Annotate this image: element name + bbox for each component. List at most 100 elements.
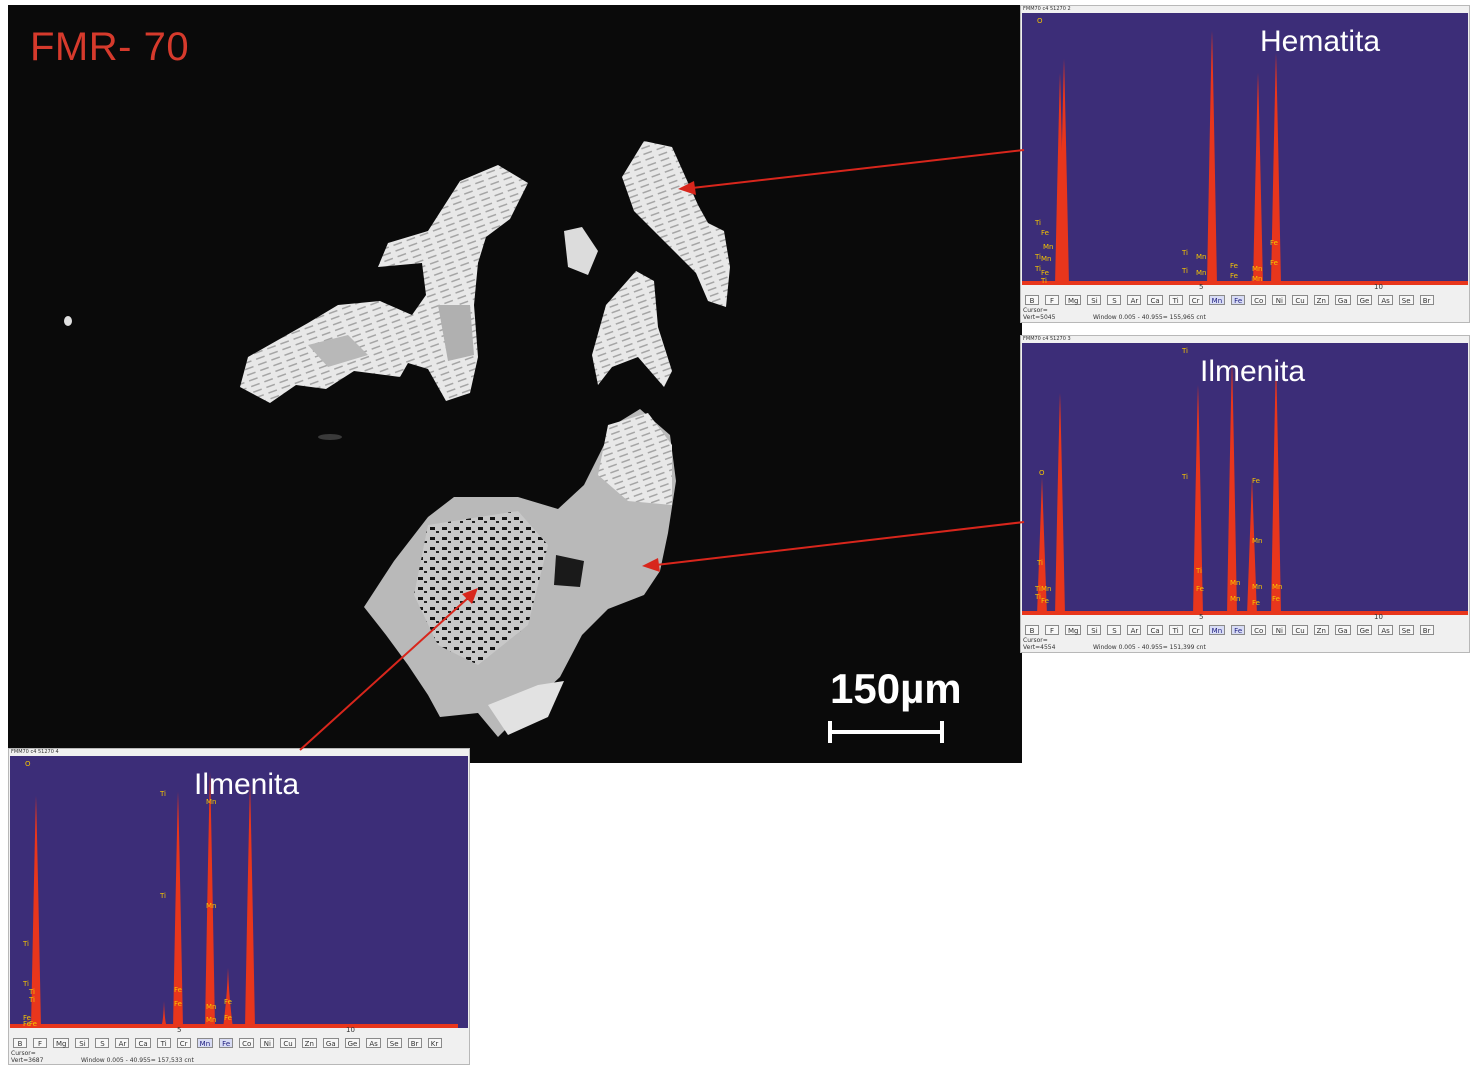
element-button-cr[interactable]: Cr [1188, 295, 1203, 305]
element-button-br[interactable]: Br [407, 1038, 422, 1048]
peak-label-fe: Fe [224, 998, 232, 1006]
peak-label-fe: Fe [174, 1000, 182, 1008]
element-button-se[interactable]: Se [386, 1038, 402, 1048]
peak-label-mn: Mn [1196, 253, 1206, 261]
spectrum-peak [1253, 73, 1263, 285]
element-button-ni[interactable]: Ni [1272, 295, 1287, 305]
element-button-ge[interactable]: Ge [344, 1038, 361, 1048]
element-button-mg[interactable]: Mg [53, 1038, 70, 1048]
element-button-si[interactable]: Si [75, 1038, 90, 1048]
element-button-as[interactable]: As [366, 1038, 381, 1048]
element-button-ca[interactable]: Ca [135, 1038, 151, 1048]
element-button-b[interactable]: B [1025, 625, 1039, 635]
element-button-kr[interactable]: Kr [427, 1038, 442, 1048]
spectrum-peak [1037, 275, 1047, 285]
element-button-mn[interactable]: Mn [1208, 625, 1226, 635]
peak-label-ti: Ti [22, 940, 29, 948]
element-button-ca[interactable]: Ca [1147, 295, 1163, 305]
vert-readout: Vert=5045 [1023, 314, 1056, 321]
element-button-ni[interactable]: Ni [1272, 625, 1287, 635]
peak-label-fe: Fe [1270, 259, 1278, 267]
element-button-fe[interactable]: Fe [219, 1038, 234, 1048]
peak-label-o: O [1037, 17, 1043, 25]
element-button-ti[interactable]: Ti [1168, 625, 1183, 635]
element-button-cu[interactable]: Cu [280, 1038, 296, 1048]
cursor-readout: Cursor= [11, 1050, 36, 1057]
element-button-s[interactable]: S [1107, 295, 1122, 305]
element-button-zn[interactable]: Zn [1313, 625, 1329, 635]
element-button-ga[interactable]: Ga [322, 1038, 339, 1048]
vert-readout: Vert=4554 [1023, 644, 1056, 651]
element-button-zn[interactable]: Zn [1313, 295, 1329, 305]
peak-label-mn: Mn [1272, 583, 1282, 591]
element-button-f[interactable]: F [1045, 295, 1059, 305]
element-button-ar[interactable]: Ar [115, 1038, 130, 1048]
element-button-ni[interactable]: Ni [260, 1038, 275, 1048]
element-button-ti[interactable]: Ti [156, 1038, 171, 1048]
spectrum-peak [1271, 361, 1281, 615]
peak-label-fe: Fe [1196, 585, 1204, 593]
element-button-ga[interactable]: Ga [1334, 625, 1351, 635]
peak-label-fe: Fe [1270, 239, 1278, 247]
tick-5: 5 [177, 1026, 182, 1034]
element-button-se[interactable]: Se [1398, 625, 1414, 635]
element-button-co[interactable]: Co [1251, 295, 1267, 305]
element-button-ar[interactable]: Ar [1127, 295, 1142, 305]
peak-label-mn: Mn [1041, 585, 1051, 593]
peak-label-ti: Ti [1195, 567, 1202, 575]
window-readout: Window 0.005 - 40.955= 157,533 cnt [81, 1057, 194, 1064]
element-button-b[interactable]: B [13, 1038, 27, 1048]
element-button-f[interactable]: F [33, 1038, 47, 1048]
peak-label-fe: Fe [1230, 272, 1238, 280]
peak-label-ti: Ti [1181, 267, 1188, 275]
spectrum-panel-ilmenita-right: FMM70 c4 51270 3 Ti O Ti Ti Ti Mn Ti Fe Ti Fe Fe Mn… [1020, 335, 1470, 653]
element-button-fe[interactable]: Fe [1231, 625, 1246, 635]
element-button-f[interactable]: F [1045, 625, 1059, 635]
peak-label-ti: Ti [28, 988, 35, 996]
element-button-cu[interactable]: Cu [1292, 625, 1308, 635]
element-button-fe[interactable]: Fe [1231, 295, 1246, 305]
element-button-b[interactable]: B [1025, 295, 1039, 305]
peak-label-fe: Fe [1041, 269, 1049, 277]
peak-label-ti: Ti [1034, 593, 1041, 601]
element-button-cr[interactable]: Cr [1188, 625, 1203, 635]
peak-label-mn: Mn [1252, 275, 1262, 283]
element-button-ar[interactable]: Ar [1127, 625, 1142, 635]
element-button-s[interactable]: S [1107, 625, 1122, 635]
element-button-mn[interactable]: Mn [196, 1038, 214, 1048]
element-button-mg[interactable]: Mg [1065, 295, 1082, 305]
element-button-ge[interactable]: Ge [1356, 625, 1373, 635]
tick-10: 10 [346, 1026, 355, 1034]
element-button-br[interactable]: Br [1419, 295, 1434, 305]
element-button-ca[interactable]: Ca [1147, 625, 1163, 635]
peak-label-mn: Mn [206, 798, 216, 806]
element-button-se[interactable]: Se [1398, 295, 1414, 305]
element-button-mg[interactable]: Mg [1065, 625, 1082, 635]
element-button-mn[interactable]: Mn [1208, 295, 1226, 305]
element-button-cr[interactable]: Cr [176, 1038, 191, 1048]
peak-label-fe: Fe [224, 1014, 232, 1022]
grain-upper-left [240, 165, 528, 403]
peak-label-mn: Mn [1043, 243, 1053, 251]
element-button-ga[interactable]: Ga [1334, 295, 1351, 305]
element-button-zn[interactable]: Zn [301, 1038, 317, 1048]
cursor-readout: Cursor= [1023, 637, 1048, 644]
element-button-si[interactable]: Si [1087, 625, 1102, 635]
element-button-si[interactable]: Si [1087, 295, 1102, 305]
element-button-co[interactable]: Co [239, 1038, 255, 1048]
spectrum-peak [1193, 385, 1203, 615]
spectrum-peak [1247, 477, 1257, 615]
element-button-s[interactable]: S [95, 1038, 110, 1048]
element-button-as[interactable]: As [1378, 295, 1393, 305]
element-button-cu[interactable]: Cu [1292, 295, 1308, 305]
element-button-br[interactable]: Br [1419, 625, 1434, 635]
element-button-ge[interactable]: Ge [1356, 295, 1373, 305]
peak-label-mn: Mn [1230, 579, 1240, 587]
peak-label-o: O [1039, 469, 1045, 477]
element-button-as[interactable]: As [1378, 625, 1393, 635]
element-button-ti[interactable]: Ti [1168, 295, 1183, 305]
spectrum-peak [1059, 59, 1069, 285]
element-button-co[interactable]: Co [1251, 625, 1267, 635]
peak-label-mn: Mn [1252, 265, 1262, 273]
